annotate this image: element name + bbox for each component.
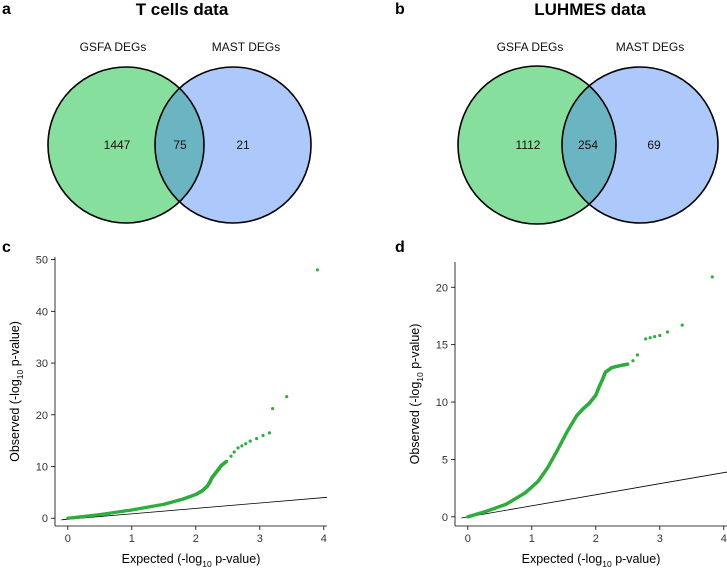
qq-d-outlier-point: [644, 337, 648, 341]
venn-b-overlap-region: [562, 67, 616, 223]
qq-d-x-tick-label: 1: [529, 533, 535, 545]
qq-c-outlier-point: [248, 439, 252, 443]
qq-d-outlier-point: [635, 353, 640, 357]
qq-d-outlier-point: [710, 275, 714, 279]
qq-d-x-tick-label: 3: [657, 533, 663, 545]
qq-c-outlier-point: [285, 395, 289, 399]
qq-c-outlier-point: [240, 444, 244, 448]
qq-c-y-tick-label: 0: [42, 513, 48, 525]
qq-c-outlier-point: [271, 406, 275, 411]
panel-a-title: T cells data: [136, 0, 229, 19]
qq-c-x-tick-label: 4: [321, 533, 327, 545]
panel-b-title: LUHMES data: [534, 0, 646, 19]
qq-c-outlier-point: [232, 450, 236, 454]
qq-d-x-axis-label: Expected (-log10 p-value): [522, 552, 661, 569]
qq-c-x-tick-label: 1: [129, 533, 135, 545]
qq-d-y-tick-label: 10: [436, 397, 448, 409]
qq-d-x-tick-label: 2: [593, 533, 599, 545]
venn-a-mast-only-count: 21: [236, 138, 250, 152]
qq-d-point: [626, 362, 630, 366]
venn-a-mast-label: MAST DEGs: [212, 40, 280, 54]
qq-d-y-tick-label: 0: [442, 512, 448, 524]
qq-c-x-tick-label: 0: [65, 533, 71, 545]
qq-d-outlier-point: [648, 336, 652, 340]
panel-a-letter: a: [2, 1, 11, 18]
venn-b-mast-label: MAST DEGs: [616, 40, 684, 54]
venn-b-gsfa-only-count: 1112: [516, 138, 541, 152]
qq-c-y-tick-label: 10: [36, 462, 48, 474]
qq-c-y-tick-label: 40: [36, 306, 48, 318]
venn-b-overlap-count: 254: [578, 138, 598, 152]
qq-d-reference-line: [461, 471, 727, 519]
qq-c-y-tick-label: 50: [36, 255, 48, 267]
qq-c-y-axis-label: Observed (-log10 p-value): [8, 321, 25, 462]
qq-c-outlier-point: [255, 436, 259, 441]
qq-d-y-tick-label: 15: [436, 340, 448, 352]
venn-a-overlap-count: 75: [173, 138, 187, 152]
qq-c-reference-line: [61, 496, 328, 521]
qq-d-x-tick-label: 0: [465, 533, 471, 545]
panel-b: b LUHMES data GSFA DEGs MAST DEGs 1112 2…: [395, 0, 719, 225]
qq-d-outlier-point: [631, 359, 635, 363]
qq-d-x-tick-label: 4: [721, 533, 727, 545]
qq-d-outlier-point: [653, 335, 657, 339]
panel-b-letter: b: [395, 1, 405, 18]
qq-c-outlier-point: [229, 454, 233, 458]
qq-c-x-axis-label: Expected (-log10 p-value): [122, 552, 261, 569]
qq-c-outlier-point: [236, 446, 240, 450]
panel-d-letter: d: [395, 239, 405, 256]
qq-c-outlier-point: [315, 268, 319, 272]
qq-d-y-tick-label: 20: [436, 282, 448, 294]
panel-a: a T cells data GSFA DEGs MAST DEGs 1447 …: [2, 0, 312, 224]
venn-b-gsfa-label: GSFA DEGs: [497, 40, 564, 54]
qq-c-point: [224, 459, 229, 463]
qq-c-outlier-point: [261, 433, 265, 438]
venn-a-mast-outline: [154, 66, 312, 224]
panel-d: d 0 1 2 3 4 0 5 10 15 20 Expected (-log10 p-value)…: [395, 239, 727, 569]
qq-d-outlier-point: [665, 330, 670, 334]
panel-c-letter: c: [2, 239, 11, 256]
qq-plot-d: 0 1 2 3 4 0 5 10 15 20 Expected (-log10 p-value) Ob…: [408, 262, 727, 569]
qq-d-y-axis-label: Observed (-log10 p-value): [408, 324, 425, 465]
venn-b-mast-only-count: 69: [647, 138, 661, 152]
qq-c-y-tick-label: 30: [36, 358, 48, 370]
qq-d-y-tick-label: 5: [442, 454, 448, 466]
qq-d-outlier-point: [658, 333, 662, 338]
qq-c-outlier-point: [267, 431, 271, 435]
venn-b-gsfa-outline: [457, 65, 617, 225]
qq-c-x-tick-label: 2: [193, 533, 199, 545]
qq-c-y-tick-label: 20: [36, 410, 48, 422]
qq-c-x-tick-label: 3: [257, 533, 263, 545]
venn-a-gsfa-outline: [47, 66, 205, 224]
venn-b-mast-outline: [561, 66, 719, 224]
venn-a-gsfa-only-count: 1447: [104, 138, 131, 152]
venn-a-gsfa-label: GSFA DEGs: [80, 40, 147, 54]
qq-c-outlier-point: [244, 442, 248, 446]
qq-d-outlier-point: [680, 323, 684, 327]
